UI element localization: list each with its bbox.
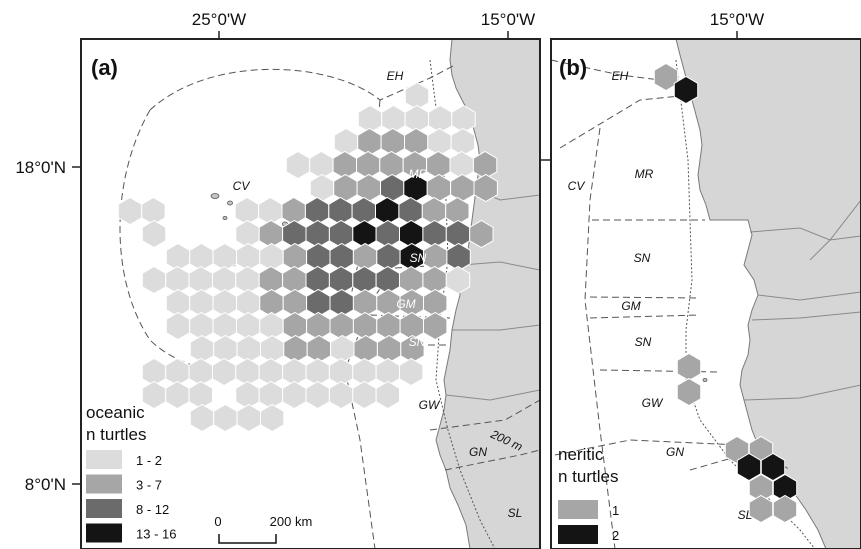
- region-label-a: SL: [508, 506, 523, 520]
- legend-oceanic-label: 3 - 7: [136, 478, 162, 493]
- legend-neritic-swatch: [558, 525, 598, 544]
- lon-label-25w: 25°0'W: [192, 10, 246, 29]
- hex-cell-oceanic: [473, 173, 498, 203]
- hex-grid-neritic: [653, 62, 798, 524]
- legend-oceanic-label: 1 - 2: [136, 453, 162, 468]
- hex-cell-oceanic: [375, 380, 400, 410]
- lat-label-8n: 8°0'N: [25, 475, 66, 494]
- hex-cell-oceanic: [469, 219, 494, 249]
- region-label-a: MR: [409, 167, 428, 181]
- region-label-b: GN: [666, 445, 684, 459]
- legend-oceanic-label: 13 - 16: [136, 527, 176, 542]
- hex-cell-neritic: [748, 473, 774, 503]
- panel-b-map: EH CV MR SN GM SN GW GN SL: [551, 39, 861, 549]
- hex-cell-neritic: [772, 494, 798, 524]
- hex-cell-neritic: [673, 75, 699, 105]
- hex-cell-neritic: [772, 473, 798, 503]
- region-label-b: GW: [642, 396, 664, 410]
- hex-cell-oceanic: [400, 334, 425, 364]
- region-label-a: GW: [419, 398, 441, 412]
- hex-grid-oceanic: [117, 81, 498, 433]
- region-label-a: GM: [396, 297, 415, 311]
- hex-cell-neritic: [736, 452, 762, 482]
- panel-b-label: (b): [559, 55, 587, 80]
- lon-label-15w-b: 15°0'W: [710, 10, 764, 29]
- legend-neritic-title-2: n turtles: [558, 467, 618, 486]
- legend-neritic-swatch: [558, 500, 598, 519]
- region-label-a: EH: [387, 69, 404, 83]
- legend-oceanic-swatch: [86, 450, 122, 469]
- hex-cell-neritic: [676, 352, 702, 382]
- legend-neritic: neritic n turtles 1 2: [558, 445, 619, 544]
- hex-cell-oceanic: [260, 403, 285, 433]
- legend-oceanic-swatch: [86, 499, 122, 518]
- hex-cell-oceanic: [188, 380, 213, 410]
- region-label-b: MR: [635, 167, 654, 181]
- hex-cell-oceanic: [141, 219, 167, 249]
- hex-cell-neritic: [676, 377, 702, 407]
- scale-bar-end: 200 km: [270, 514, 313, 529]
- region-label-b: GM: [621, 299, 640, 313]
- legend-oceanic-title-1: oceanic: [86, 403, 145, 422]
- hex-cell-oceanic: [445, 265, 471, 295]
- region-label-a: SN: [410, 251, 427, 265]
- panel-a-frame: [80, 38, 541, 549]
- hex-cell-oceanic: [450, 127, 476, 157]
- lat-label-18n: 18°0'N: [15, 158, 66, 177]
- scale-bar: 0 200 km: [214, 514, 313, 544]
- panel-a-label: (a): [91, 55, 118, 80]
- region-label-b: EH: [612, 69, 629, 83]
- hex-cell-neritic: [760, 452, 786, 482]
- legend-oceanic-label: 8 - 12: [136, 502, 169, 517]
- hex-cell-oceanic: [423, 288, 448, 318]
- legend-oceanic-swatch: [86, 523, 122, 543]
- hex-cell-oceanic: [451, 104, 476, 134]
- hex-cell-neritic: [748, 494, 774, 524]
- region-label-a: GN: [469, 445, 487, 459]
- legend-oceanic-title-2: n turtles: [86, 425, 146, 444]
- region-label-a: SN: [409, 335, 426, 349]
- graticule-ticks: [72, 31, 738, 485]
- region-label-b: SN: [634, 251, 651, 265]
- legend-oceanic-swatch: [86, 474, 122, 494]
- hex-cell-oceanic: [446, 242, 471, 272]
- legend-neritic-title-1: neritic: [558, 445, 604, 464]
- region-labels-a: EH CV MR SN GM SN GW GN SL: [233, 69, 523, 520]
- legend-neritic-label: 1: [612, 503, 619, 518]
- region-label-b: SL: [738, 508, 753, 522]
- legend-oceanic: oceanic n turtles 1 - 2 3 - 7 8 - 12 13 - 1…: [86, 403, 176, 543]
- hex-cell-oceanic: [423, 311, 448, 341]
- panel-b-frame: [550, 38, 861, 549]
- lon-label-15w-a: 15°0'W: [481, 10, 535, 29]
- scale-bar-start: 0: [214, 514, 221, 529]
- land-africa-a: [435, 39, 540, 549]
- hex-cell-oceanic: [141, 196, 166, 226]
- legend-neritic-label: 2: [612, 528, 619, 543]
- region-label-b: SN: [635, 335, 652, 349]
- region-label-b: CV: [568, 179, 586, 193]
- region-label-a: CV: [233, 179, 251, 193]
- region-labels-b: EH CV MR SN GM SN GW GN SL: [568, 69, 753, 522]
- hex-cell-oceanic: [472, 150, 498, 180]
- hex-cell-oceanic: [445, 196, 470, 226]
- hex-cell-oceanic: [399, 357, 424, 387]
- hex-cell-oceanic: [404, 81, 430, 111]
